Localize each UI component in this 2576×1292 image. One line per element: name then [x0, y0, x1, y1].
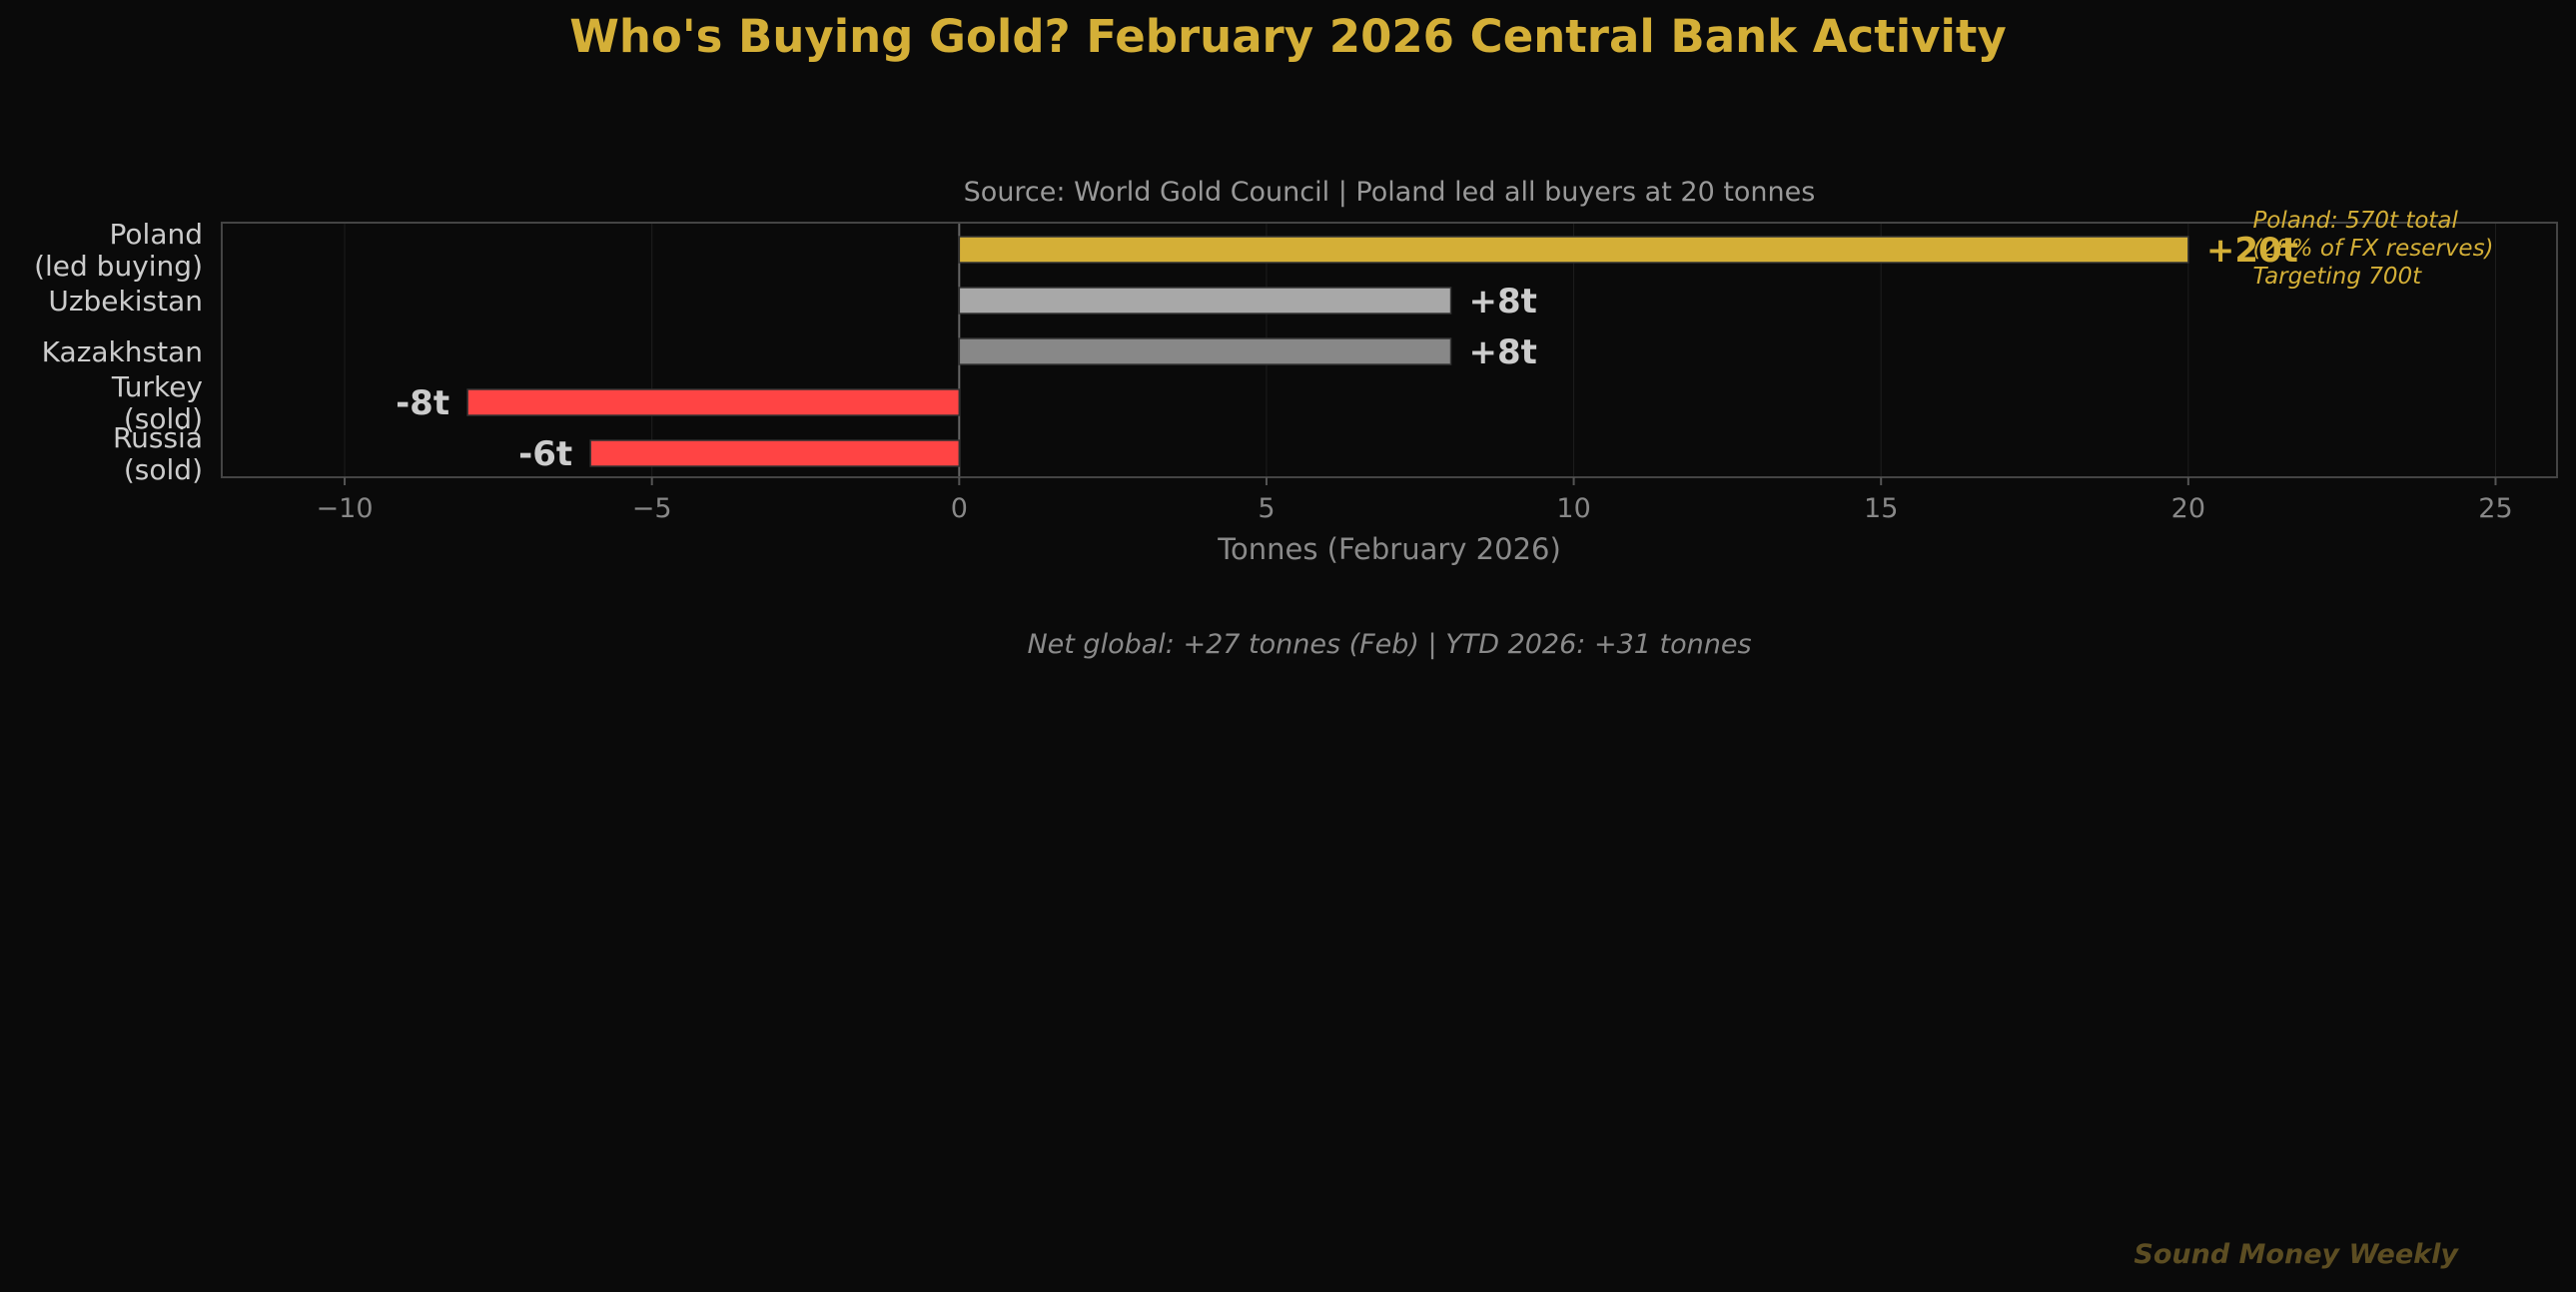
x-axis-ticks: −10 −5 0 5 10 15 20 25 — [317, 477, 2513, 524]
value-label: -8t — [396, 383, 449, 423]
category-label-line: Kazakhstan — [42, 335, 203, 368]
x-tick-label: 25 — [2478, 493, 2512, 524]
category-label-line: Poland — [110, 218, 203, 251]
bar — [589, 439, 961, 467]
bar — [466, 388, 961, 416]
category-label-line: (sold) — [124, 402, 203, 435]
plot-frame — [221, 222, 2558, 478]
watermark: Sound Money Weekly — [2134, 1239, 2458, 1270]
y-axis-categories: Poland (led buying)Uzbekistan KazakhstanTu… — [34, 218, 203, 486]
category-label-line: Uzbekistan — [48, 285, 203, 318]
bar — [958, 337, 1452, 365]
value-label: +20t — [2206, 231, 2298, 271]
bar — [958, 287, 1452, 315]
category-label-line: (led buying) — [34, 250, 203, 283]
category-label-line: Russia — [113, 421, 203, 454]
category-label: Poland (led buying) — [34, 218, 203, 283]
category-label: Russia (sold) — [113, 421, 203, 486]
annotation-line: (28% of FX reserves) — [2252, 236, 2493, 262]
chart-title: Who's Buying Gold? February 2026 Central… — [569, 10, 2007, 63]
x-tick-label: 15 — [1864, 493, 1898, 524]
x-axis-label: Tonnes (February 2026) — [1217, 532, 1561, 566]
x-tick-label: −5 — [632, 493, 672, 524]
value-label: +8t — [1469, 332, 1537, 372]
bars-layer — [466, 236, 2189, 467]
x-tick-label: −10 — [317, 493, 374, 524]
x-tick-label: 5 — [1258, 493, 1275, 524]
category-label-line: Turkey — [111, 370, 203, 403]
value-label: +8t — [1469, 282, 1537, 322]
category-label: Turkey (sold) — [111, 370, 203, 435]
annotation-line: Targeting 700t — [2252, 264, 2422, 290]
bar — [958, 236, 2189, 264]
annotation-line: Poland: 570t total — [2252, 208, 2458, 234]
x-tick-label: 0 — [951, 493, 968, 524]
chart-subtitle: Source: World Gold Council | Poland led … — [963, 177, 1816, 208]
value-label: -6t — [518, 434, 572, 474]
poland-annotation: Poland: 570t total (28% of FX reserves) Ta… — [2252, 208, 2493, 290]
category-label: Kazakhstan — [42, 335, 203, 368]
x-tick-label: 20 — [2171, 493, 2205, 524]
labels-layer: +20t +8t +8t -8t -6t — [396, 231, 2298, 474]
x-tick-label: 10 — [1556, 493, 1590, 524]
category-label-line: (sold) — [124, 453, 203, 486]
footnote: Net global: +27 tonnes (Feb) | YTD 2026:… — [1027, 629, 1752, 660]
category-label: Uzbekistan — [48, 285, 203, 318]
